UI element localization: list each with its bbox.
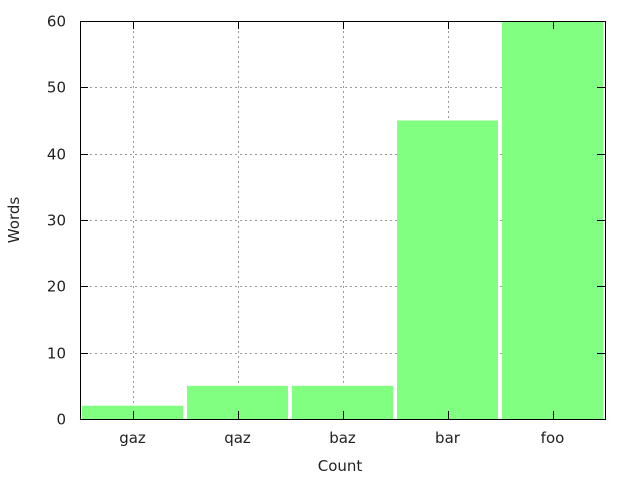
y-tick-label: 0 [56,411,66,429]
x-tick-label-qaz: qaz [224,429,251,447]
x-tick-label-gaz: gaz [119,429,146,447]
x-axis-title: Count [318,457,363,475]
y-tick-label: 40 [47,146,66,164]
bar-baz [292,385,393,419]
bar-gaz [82,405,183,419]
bar-foo [502,21,603,419]
bars [82,21,603,419]
y-tick-label: 20 [47,278,66,296]
x-tick-label-bar: bar [435,429,461,447]
y-tick-label: 50 [47,79,66,97]
bar-qaz [187,385,288,419]
axis-ticks [80,21,605,420]
x-tick-label-foo: foo [541,429,565,447]
y-tick-label: 30 [47,212,66,230]
x-tick-labels: gaz qaz baz bar foo [119,429,564,447]
x-tick-label-baz: baz [329,429,356,447]
bar-bar [397,120,498,419]
y-axis-title: Words [5,197,23,244]
y-tick-label: 10 [47,345,66,363]
y-tick-label: 60 [47,13,66,31]
y-tick-labels: 0 10 20 30 40 50 60 [47,13,66,429]
